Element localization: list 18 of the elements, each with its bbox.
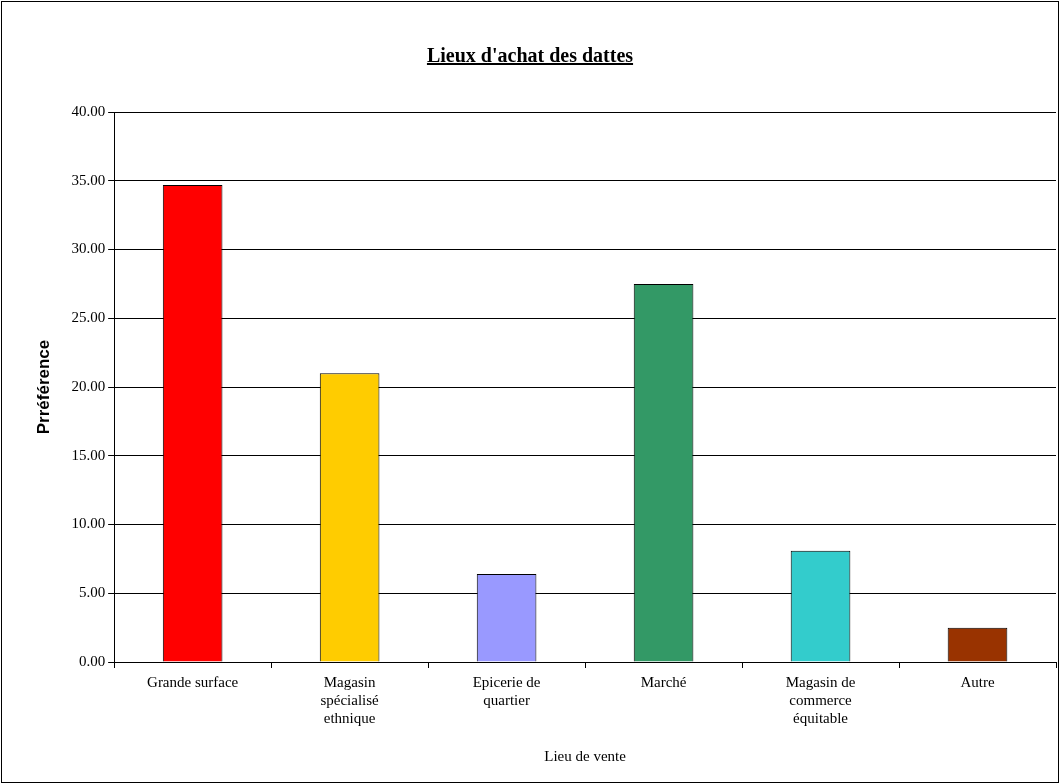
- y-tick-label: 30.00: [71, 240, 106, 257]
- y-tick-label: 40.00: [71, 102, 106, 119]
- y-tick-label: 10.00: [71, 515, 106, 532]
- x-tick-label: Magasin spécialisé ethnique: [320, 673, 380, 726]
- x-tick-label: Epicerie de quartier: [472, 673, 541, 708]
- chart-title: Lieux d'achat des dattes: [425, 44, 635, 67]
- y-tick-label: 20.00: [71, 377, 106, 394]
- x-tick-label: Autre: [960, 673, 995, 690]
- x-axis-title: Lieu de vente: [544, 747, 627, 764]
- x-tick-label: Grande surface: [147, 673, 239, 690]
- y-tick-label: 5.00: [78, 584, 106, 601]
- y-axis-title: Prréférence: [33, 339, 53, 435]
- y-tick-label: 15.00: [71, 446, 106, 463]
- x-tick-label: Magasin de commerce équitable: [785, 673, 856, 726]
- y-tick-label: 0.00: [78, 652, 106, 669]
- x-tick-label: Marché: [640, 673, 687, 690]
- y-tick-label: 25.00: [71, 309, 106, 326]
- y-tick-label: 35.00: [71, 171, 106, 188]
